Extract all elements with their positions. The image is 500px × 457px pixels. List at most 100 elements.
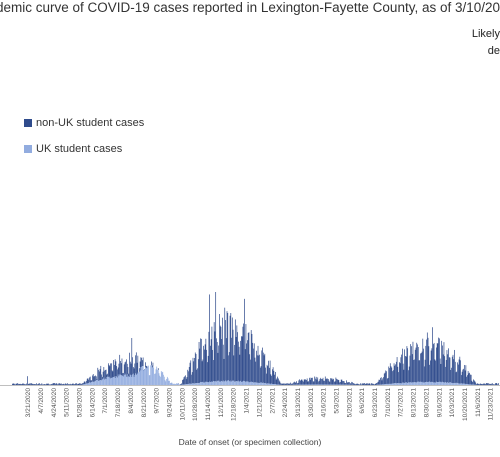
- bar-non-uk: [487, 383, 489, 385]
- bar-uk: [389, 383, 390, 385]
- bar-uk: [186, 384, 188, 385]
- bar-uk: [412, 382, 414, 385]
- bar-non-uk: [107, 363, 109, 377]
- bar-non-uk: [467, 371, 469, 385]
- bar-uk: [408, 382, 410, 385]
- bar-uk: [460, 383, 461, 385]
- bar-non-uk: [414, 359, 415, 383]
- bar-uk: [163, 376, 165, 385]
- x-tick-label: 1/21/2021: [256, 388, 263, 418]
- bar-non-uk: [271, 375, 272, 384]
- bar-uk: [237, 381, 238, 385]
- x-tick-label: 7/1/2020: [102, 388, 109, 414]
- bar-uk: [98, 380, 100, 385]
- bar-non-uk: [119, 354, 121, 375]
- bar-non-uk: [222, 317, 223, 382]
- bar-non-uk: [303, 379, 305, 385]
- bar-non-uk: [240, 340, 241, 381]
- bar-non-uk: [76, 383, 77, 385]
- bar-non-uk: [241, 336, 243, 383]
- bar-non-uk: [120, 360, 121, 375]
- bar-non-uk: [397, 366, 399, 384]
- legend-item-non-uk[interactable]: non-UK student cases: [24, 116, 144, 130]
- bar-uk: [128, 376, 130, 385]
- bar-uk: [90, 382, 92, 385]
- bar-uk: [168, 380, 170, 385]
- bar-uk: [224, 381, 226, 385]
- bar-non-uk: [289, 383, 291, 385]
- bar-non-uk: [367, 383, 368, 385]
- bar-uk: [395, 383, 397, 385]
- bar-uk: [135, 373, 136, 385]
- bar-non-uk: [26, 383, 28, 385]
- bar-uk: [151, 367, 153, 385]
- bar-non-uk: [251, 333, 253, 383]
- bar-non-uk: [333, 378, 334, 385]
- bar-non-uk: [284, 383, 286, 385]
- bar-non-uk: [202, 359, 204, 382]
- bar-non-uk: [89, 377, 90, 383]
- bar-uk: [142, 366, 143, 385]
- bar-uk: [457, 382, 458, 385]
- bar-non-uk: [69, 384, 71, 385]
- bar-uk: [264, 383, 266, 385]
- x-tick-label: 12/18/2020: [231, 388, 238, 421]
- bar-non-uk: [433, 342, 435, 383]
- bar-uk: [226, 380, 228, 385]
- bar-uk: [120, 375, 122, 385]
- bar-uk: [402, 382, 403, 385]
- bar-uk: [423, 382, 424, 385]
- bar-non-uk: [301, 379, 303, 385]
- bar-non-uk: [425, 345, 427, 383]
- bar-non-uk: [330, 378, 331, 385]
- bar-non-uk: [329, 381, 331, 385]
- bar-uk: [196, 383, 198, 385]
- bar-non-uk: [90, 380, 92, 383]
- bar-non-uk: [35, 384, 37, 385]
- bar-uk: [146, 368, 148, 385]
- bar-non-uk: [219, 314, 220, 382]
- bar-uk: [115, 376, 117, 385]
- corner-note-line-1: Likely: [471, 28, 500, 40]
- bar-non-uk: [43, 384, 45, 385]
- bar-uk: [265, 383, 267, 385]
- bar-non-uk: [24, 383, 25, 385]
- bar-non-uk: [233, 355, 235, 381]
- bar-non-uk: [479, 384, 480, 385]
- bar-non-uk: [20, 383, 22, 385]
- bar-uk: [195, 383, 197, 385]
- bar-uk: [243, 380, 244, 385]
- bar-non-uk: [15, 384, 16, 385]
- bar-uk: [179, 384, 181, 385]
- bar-non-uk: [225, 320, 226, 381]
- bar-uk: [467, 384, 468, 385]
- bar-non-uk: [326, 378, 328, 385]
- bar-non-uk: [300, 380, 302, 385]
- bar-non-uk: [405, 356, 407, 383]
- bar-non-uk: [244, 349, 246, 383]
- bar-uk: [205, 381, 207, 385]
- bar-uk: [188, 383, 190, 385]
- bar-uk: [420, 382, 422, 385]
- bar-non-uk: [210, 345, 211, 383]
- bar-uk: [185, 384, 186, 385]
- bar-uk: [174, 384, 176, 385]
- bar-uk: [194, 383, 196, 385]
- bar-non-uk: [185, 378, 187, 385]
- x-tick-label: 6/6/2021: [359, 388, 366, 414]
- bar-non-uk: [449, 357, 451, 383]
- bar-non-uk: [315, 378, 316, 385]
- bar-non-uk: [453, 359, 455, 384]
- bar-uk: [170, 382, 172, 385]
- bar-non-uk: [52, 383, 54, 385]
- bar-non-uk: [194, 352, 196, 384]
- bar-non-uk: [239, 354, 241, 382]
- bar-uk: [172, 383, 174, 385]
- legend-item-uk[interactable]: UK student cases: [24, 142, 144, 156]
- bar-non-uk: [140, 357, 142, 371]
- bar-uk: [430, 382, 432, 385]
- bar-non-uk: [429, 360, 431, 383]
- bar-non-uk: [384, 372, 386, 385]
- bar-non-uk: [83, 382, 84, 385]
- bar-non-uk: [463, 364, 465, 384]
